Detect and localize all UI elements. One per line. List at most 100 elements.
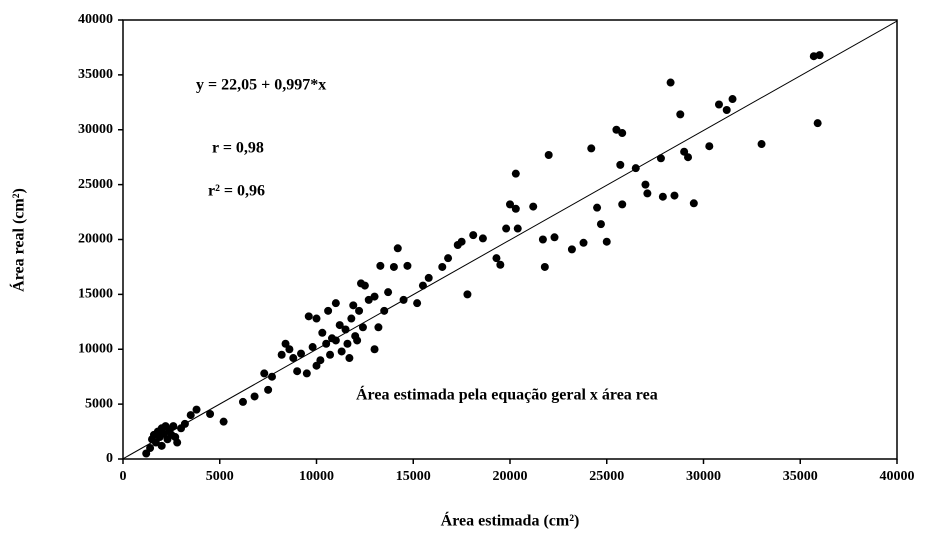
point bbox=[538, 235, 547, 244]
point bbox=[676, 110, 685, 119]
x-tick-label: 20000 bbox=[493, 469, 528, 484]
point bbox=[389, 262, 398, 271]
y-tick-label: 15000 bbox=[78, 287, 113, 302]
point bbox=[318, 328, 327, 337]
point bbox=[331, 299, 340, 308]
point bbox=[813, 119, 822, 128]
point bbox=[815, 51, 824, 60]
point bbox=[146, 444, 155, 453]
point bbox=[267, 372, 276, 381]
point bbox=[308, 343, 317, 352]
point bbox=[206, 410, 215, 419]
point bbox=[457, 237, 466, 246]
point bbox=[393, 244, 402, 253]
point bbox=[511, 204, 520, 213]
point bbox=[567, 245, 576, 254]
point bbox=[684, 153, 693, 162]
point bbox=[666, 78, 675, 87]
point bbox=[438, 262, 447, 271]
point bbox=[478, 234, 487, 243]
point bbox=[358, 323, 367, 332]
y-tick-label: 30000 bbox=[78, 122, 113, 137]
point bbox=[322, 339, 331, 348]
point bbox=[316, 356, 325, 365]
point bbox=[593, 203, 602, 212]
point bbox=[264, 385, 273, 394]
point bbox=[219, 417, 228, 426]
y-tick-label: 5000 bbox=[85, 396, 113, 411]
point bbox=[297, 349, 306, 358]
point bbox=[529, 202, 538, 211]
point bbox=[289, 354, 298, 363]
y-tick-label: 35000 bbox=[78, 67, 113, 82]
point bbox=[444, 254, 453, 263]
point bbox=[722, 105, 731, 114]
point bbox=[502, 224, 511, 233]
point bbox=[384, 288, 393, 297]
point bbox=[641, 180, 650, 189]
x-tick-label: 10000 bbox=[299, 469, 334, 484]
point bbox=[670, 191, 679, 200]
point bbox=[544, 150, 553, 159]
point bbox=[353, 336, 362, 345]
point bbox=[345, 354, 354, 363]
x-axis-title: Área estimada (cm²) bbox=[441, 511, 580, 530]
point bbox=[192, 405, 201, 414]
point bbox=[506, 200, 514, 209]
point bbox=[413, 299, 422, 308]
point bbox=[349, 301, 358, 310]
point bbox=[324, 306, 333, 315]
point bbox=[714, 100, 723, 109]
y-tick-label: 0 bbox=[106, 451, 113, 466]
point bbox=[728, 95, 737, 104]
x-tick-label: 5000 bbox=[206, 469, 234, 484]
point bbox=[602, 237, 611, 246]
point bbox=[304, 312, 313, 321]
point bbox=[341, 325, 350, 334]
point bbox=[343, 339, 352, 348]
point bbox=[511, 169, 520, 178]
point bbox=[403, 261, 412, 270]
point bbox=[596, 220, 605, 229]
point bbox=[331, 336, 340, 345]
point bbox=[169, 422, 178, 431]
point bbox=[579, 238, 588, 247]
point bbox=[705, 142, 714, 151]
point bbox=[418, 281, 427, 290]
point bbox=[492, 254, 501, 263]
point bbox=[374, 323, 383, 332]
point bbox=[587, 144, 596, 153]
point bbox=[399, 295, 408, 304]
point bbox=[312, 314, 321, 323]
point bbox=[293, 367, 302, 376]
x-tick-label: 35000 bbox=[783, 469, 818, 484]
point bbox=[424, 273, 433, 282]
point bbox=[370, 345, 379, 354]
point bbox=[355, 306, 364, 315]
point bbox=[157, 441, 166, 450]
y-tick-label: 25000 bbox=[78, 177, 113, 192]
point bbox=[360, 281, 369, 290]
point bbox=[550, 233, 559, 242]
point bbox=[643, 189, 652, 198]
point bbox=[302, 369, 311, 378]
point bbox=[612, 125, 621, 134]
x-tick-label: 40000 bbox=[880, 469, 915, 484]
point bbox=[376, 261, 385, 270]
x-tick-label: 0 bbox=[120, 469, 127, 484]
plot-caption: Área estimada pela equação geral x área … bbox=[356, 385, 658, 404]
y-tick-label: 40000 bbox=[78, 12, 113, 27]
r2-value: r² = 0,96 bbox=[208, 183, 265, 200]
point bbox=[186, 411, 195, 420]
point bbox=[658, 192, 667, 201]
point bbox=[238, 397, 247, 406]
point bbox=[540, 262, 549, 271]
point bbox=[326, 350, 335, 359]
point bbox=[337, 347, 346, 356]
point bbox=[347, 314, 356, 323]
point bbox=[173, 438, 182, 447]
point bbox=[285, 345, 294, 354]
point bbox=[513, 224, 522, 233]
point bbox=[618, 129, 627, 138]
